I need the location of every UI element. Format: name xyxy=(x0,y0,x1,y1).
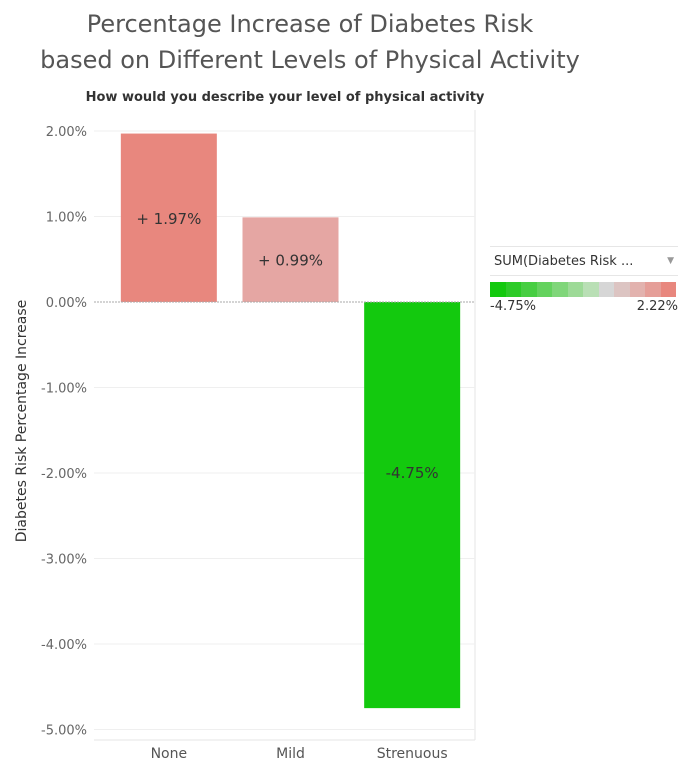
legend-ramp-step xyxy=(536,282,552,297)
color-legend[interactable]: SUM(Diabetes Risk ... ▼ -4.75% 2.22% xyxy=(490,246,678,314)
y-tick-label: -4.00% xyxy=(41,638,87,653)
x-axis-labels: None Mild Strenuous xyxy=(151,746,448,762)
legend-ramp-step xyxy=(567,282,583,297)
chevron-down-icon[interactable]: ▼ xyxy=(667,256,674,266)
legend-ramp-step xyxy=(552,282,568,297)
bar-strenuous[interactable] xyxy=(364,302,461,709)
y-tick-label: -3.00% xyxy=(41,553,87,568)
legend-title: SUM(Diabetes Risk ... xyxy=(494,253,634,269)
legend-ramp-step xyxy=(629,282,645,297)
legend-color-ramp xyxy=(490,282,676,297)
legend-ramp-step xyxy=(521,282,537,297)
bar-none[interactable] xyxy=(120,133,217,302)
legend-header[interactable]: SUM(Diabetes Risk ... ▼ xyxy=(490,246,678,276)
y-tick-label: 2.00% xyxy=(46,125,87,140)
legend-ramp-step xyxy=(598,282,614,297)
x-tick-label: Strenuous xyxy=(377,746,448,762)
chart-title-line-2: based on Different Levels of Physical Ac… xyxy=(40,46,580,74)
y-tick-label: 0.00% xyxy=(46,296,87,311)
bars xyxy=(120,133,461,709)
legend-ramp-step xyxy=(660,282,676,297)
legend-ramp-step xyxy=(505,282,521,297)
data-label: -4.75% xyxy=(386,464,439,482)
chart-title: Percentage Increase of Diabetes Risk bas… xyxy=(0,6,620,78)
legend-min-label: -4.75% xyxy=(490,299,536,314)
chart-title-line-1: Percentage Increase of Diabetes Risk xyxy=(86,10,534,38)
legend-ramp-step xyxy=(583,282,599,297)
y-tick-label: -5.00% xyxy=(41,724,87,739)
bar-mild[interactable] xyxy=(242,217,339,302)
legend-max-label: 2.22% xyxy=(636,299,678,314)
x-tick-label: None xyxy=(151,746,188,762)
y-axis-label: Diabetes Risk Percentage Increase xyxy=(14,300,30,543)
data-labels: + 1.97% + 0.99% -4.75% xyxy=(136,210,438,482)
x-tick-label: Mild xyxy=(276,746,305,762)
data-label: + 1.97% xyxy=(136,210,201,228)
legend-ramp-step xyxy=(614,282,630,297)
chart-subtitle: How would you describe your level of phy… xyxy=(86,90,485,105)
legend-range-labels: -4.75% 2.22% xyxy=(490,299,678,314)
y-tick-label: 1.00% xyxy=(46,211,87,226)
y-tick-label: -1.00% xyxy=(41,382,87,397)
legend-ramp-step xyxy=(645,282,661,297)
y-tick-label: -2.00% xyxy=(41,467,87,482)
y-axis-ticks: 2.00% 1.00% 0.00% -1.00% -2.00% -3.00% -4.00% -… xyxy=(41,125,87,739)
legend-ramp-step xyxy=(490,282,506,297)
data-label: + 0.99% xyxy=(258,252,323,270)
